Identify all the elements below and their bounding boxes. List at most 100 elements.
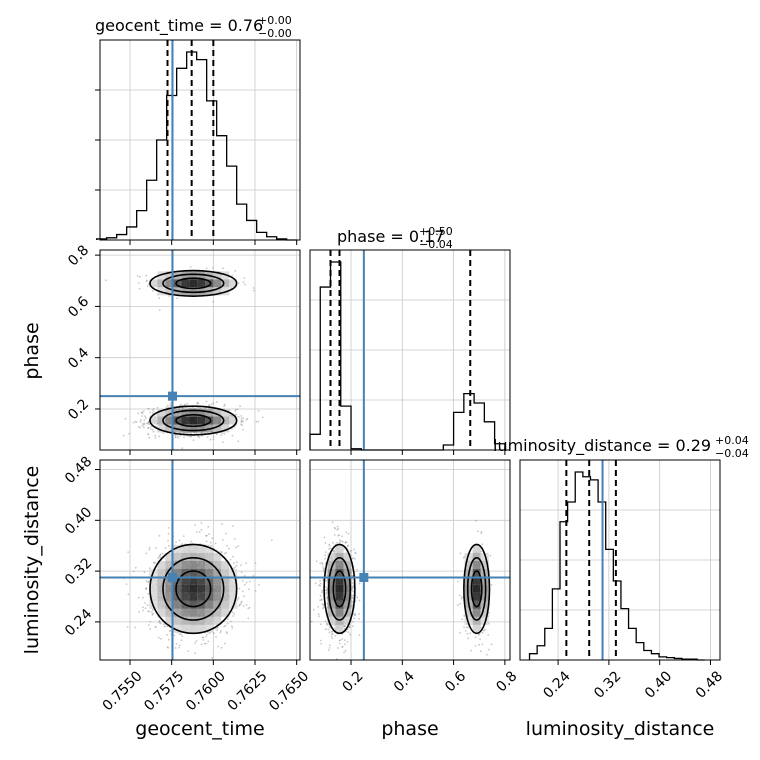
scatter-point: [175, 541, 177, 543]
tick-label-luminosity-distance: 0.32: [62, 555, 95, 588]
scatter-point: [338, 534, 341, 536]
scatter-point: [213, 632, 215, 635]
density-cell: [157, 600, 166, 609]
scatter-point: [317, 613, 320, 615]
density-cell: [335, 544, 344, 553]
scatter-point: [144, 607, 147, 610]
density-cell: [189, 279, 198, 288]
scatter-point: [147, 283, 150, 286]
scatter-point: [325, 579, 328, 582]
scatter-point: [330, 633, 333, 635]
scatter-point: [165, 406, 168, 409]
truth-marker: [168, 572, 177, 582]
scatter-point: [312, 608, 315, 611]
scatter-point: [174, 434, 177, 437]
density-cell: [165, 416, 174, 425]
scatter-point: [241, 419, 244, 422]
scatter-point: [315, 560, 318, 563]
svg-text:geocent_time = 0.76: geocent_time = 0.76: [95, 16, 263, 36]
contour-line: [149, 269, 238, 297]
scatter-point: [196, 401, 199, 404]
scatter-point: [243, 575, 246, 577]
scatter-point: [470, 649, 472, 652]
tick-label-phase: 0.6: [442, 668, 469, 695]
scatter-point: [345, 531, 348, 534]
density-cell: [213, 287, 222, 296]
density-cell: [335, 624, 344, 633]
scatter-point: [234, 409, 237, 412]
scatter-point: [488, 648, 490, 651]
scatter-point: [212, 438, 215, 441]
scatter-point: [244, 283, 247, 286]
density-cell: [335, 592, 344, 601]
density-cell: [189, 408, 198, 417]
scatter-point: [167, 532, 170, 535]
scatter-point: [352, 557, 355, 559]
scatter-point: [253, 289, 255, 292]
scatter-point: [239, 603, 242, 606]
scatter-point: [208, 533, 210, 535]
density-cell: [205, 616, 214, 625]
scatter-point: [207, 640, 210, 643]
scatter-point: [177, 437, 180, 440]
scatter-point: [330, 630, 333, 633]
scatter-point: [336, 541, 338, 544]
scatter-point: [142, 606, 144, 609]
y-axis-label-luminosity-distance: luminosity_distance: [21, 466, 43, 655]
scatter-point: [211, 267, 214, 269]
scatter-point: [247, 607, 250, 610]
scatter-point: [254, 562, 257, 564]
scatter-point: [235, 413, 237, 416]
scatter-point: [150, 611, 153, 613]
scatter-point: [139, 418, 142, 421]
tick-label-phase: 0.8: [65, 242, 92, 269]
density-cell: [189, 416, 198, 425]
scatter-point: [246, 417, 249, 420]
scatter-point: [458, 594, 461, 597]
scatter-point: [158, 619, 161, 622]
density-cell: [472, 584, 481, 593]
scatter-point: [466, 633, 469, 635]
scatter-point: [220, 646, 223, 649]
scatter-point: [337, 647, 339, 649]
title-minus: −0.04: [419, 238, 453, 251]
density-cell: [157, 279, 166, 288]
scatter-point: [459, 631, 461, 634]
scatter-point: [338, 639, 341, 642]
scatter-point: [351, 578, 354, 581]
scatter-point: [166, 625, 169, 628]
scatter-point: [147, 581, 149, 584]
scatter-point: [138, 611, 141, 613]
scatter-point: [196, 531, 198, 533]
scatter-point: [233, 613, 236, 615]
scatter-point: [149, 428, 152, 430]
scatter-point: [226, 544, 228, 547]
scatter-point: [229, 558, 232, 561]
scatter-point: [156, 406, 159, 409]
scatter-point: [145, 417, 147, 420]
scatter-point: [152, 412, 154, 415]
scatter-point: [325, 591, 328, 594]
scatter-point: [154, 434, 157, 437]
scatter-point: [147, 624, 150, 626]
scatter-point: [467, 637, 470, 640]
scatter-point: [477, 530, 479, 533]
scatter-point: [125, 583, 128, 585]
density-cell: [205, 416, 214, 425]
scatter-point: [160, 637, 162, 640]
scatter-point: [167, 527, 170, 529]
scatter-point: [480, 532, 482, 535]
scatter-point: [158, 309, 161, 312]
density-cell: [149, 416, 158, 425]
density-cell: [173, 600, 182, 609]
histogram-geocent-time: [96, 51, 297, 241]
scatter-point: [196, 403, 198, 405]
scatter-point: [321, 591, 323, 594]
scatter-point: [158, 435, 161, 438]
scatter-point: [479, 650, 482, 653]
scatter-point: [320, 598, 323, 601]
scatter-point: [143, 423, 146, 426]
scatter-point: [261, 416, 264, 419]
scatter-point: [147, 433, 150, 436]
scatter-point: [214, 542, 217, 545]
